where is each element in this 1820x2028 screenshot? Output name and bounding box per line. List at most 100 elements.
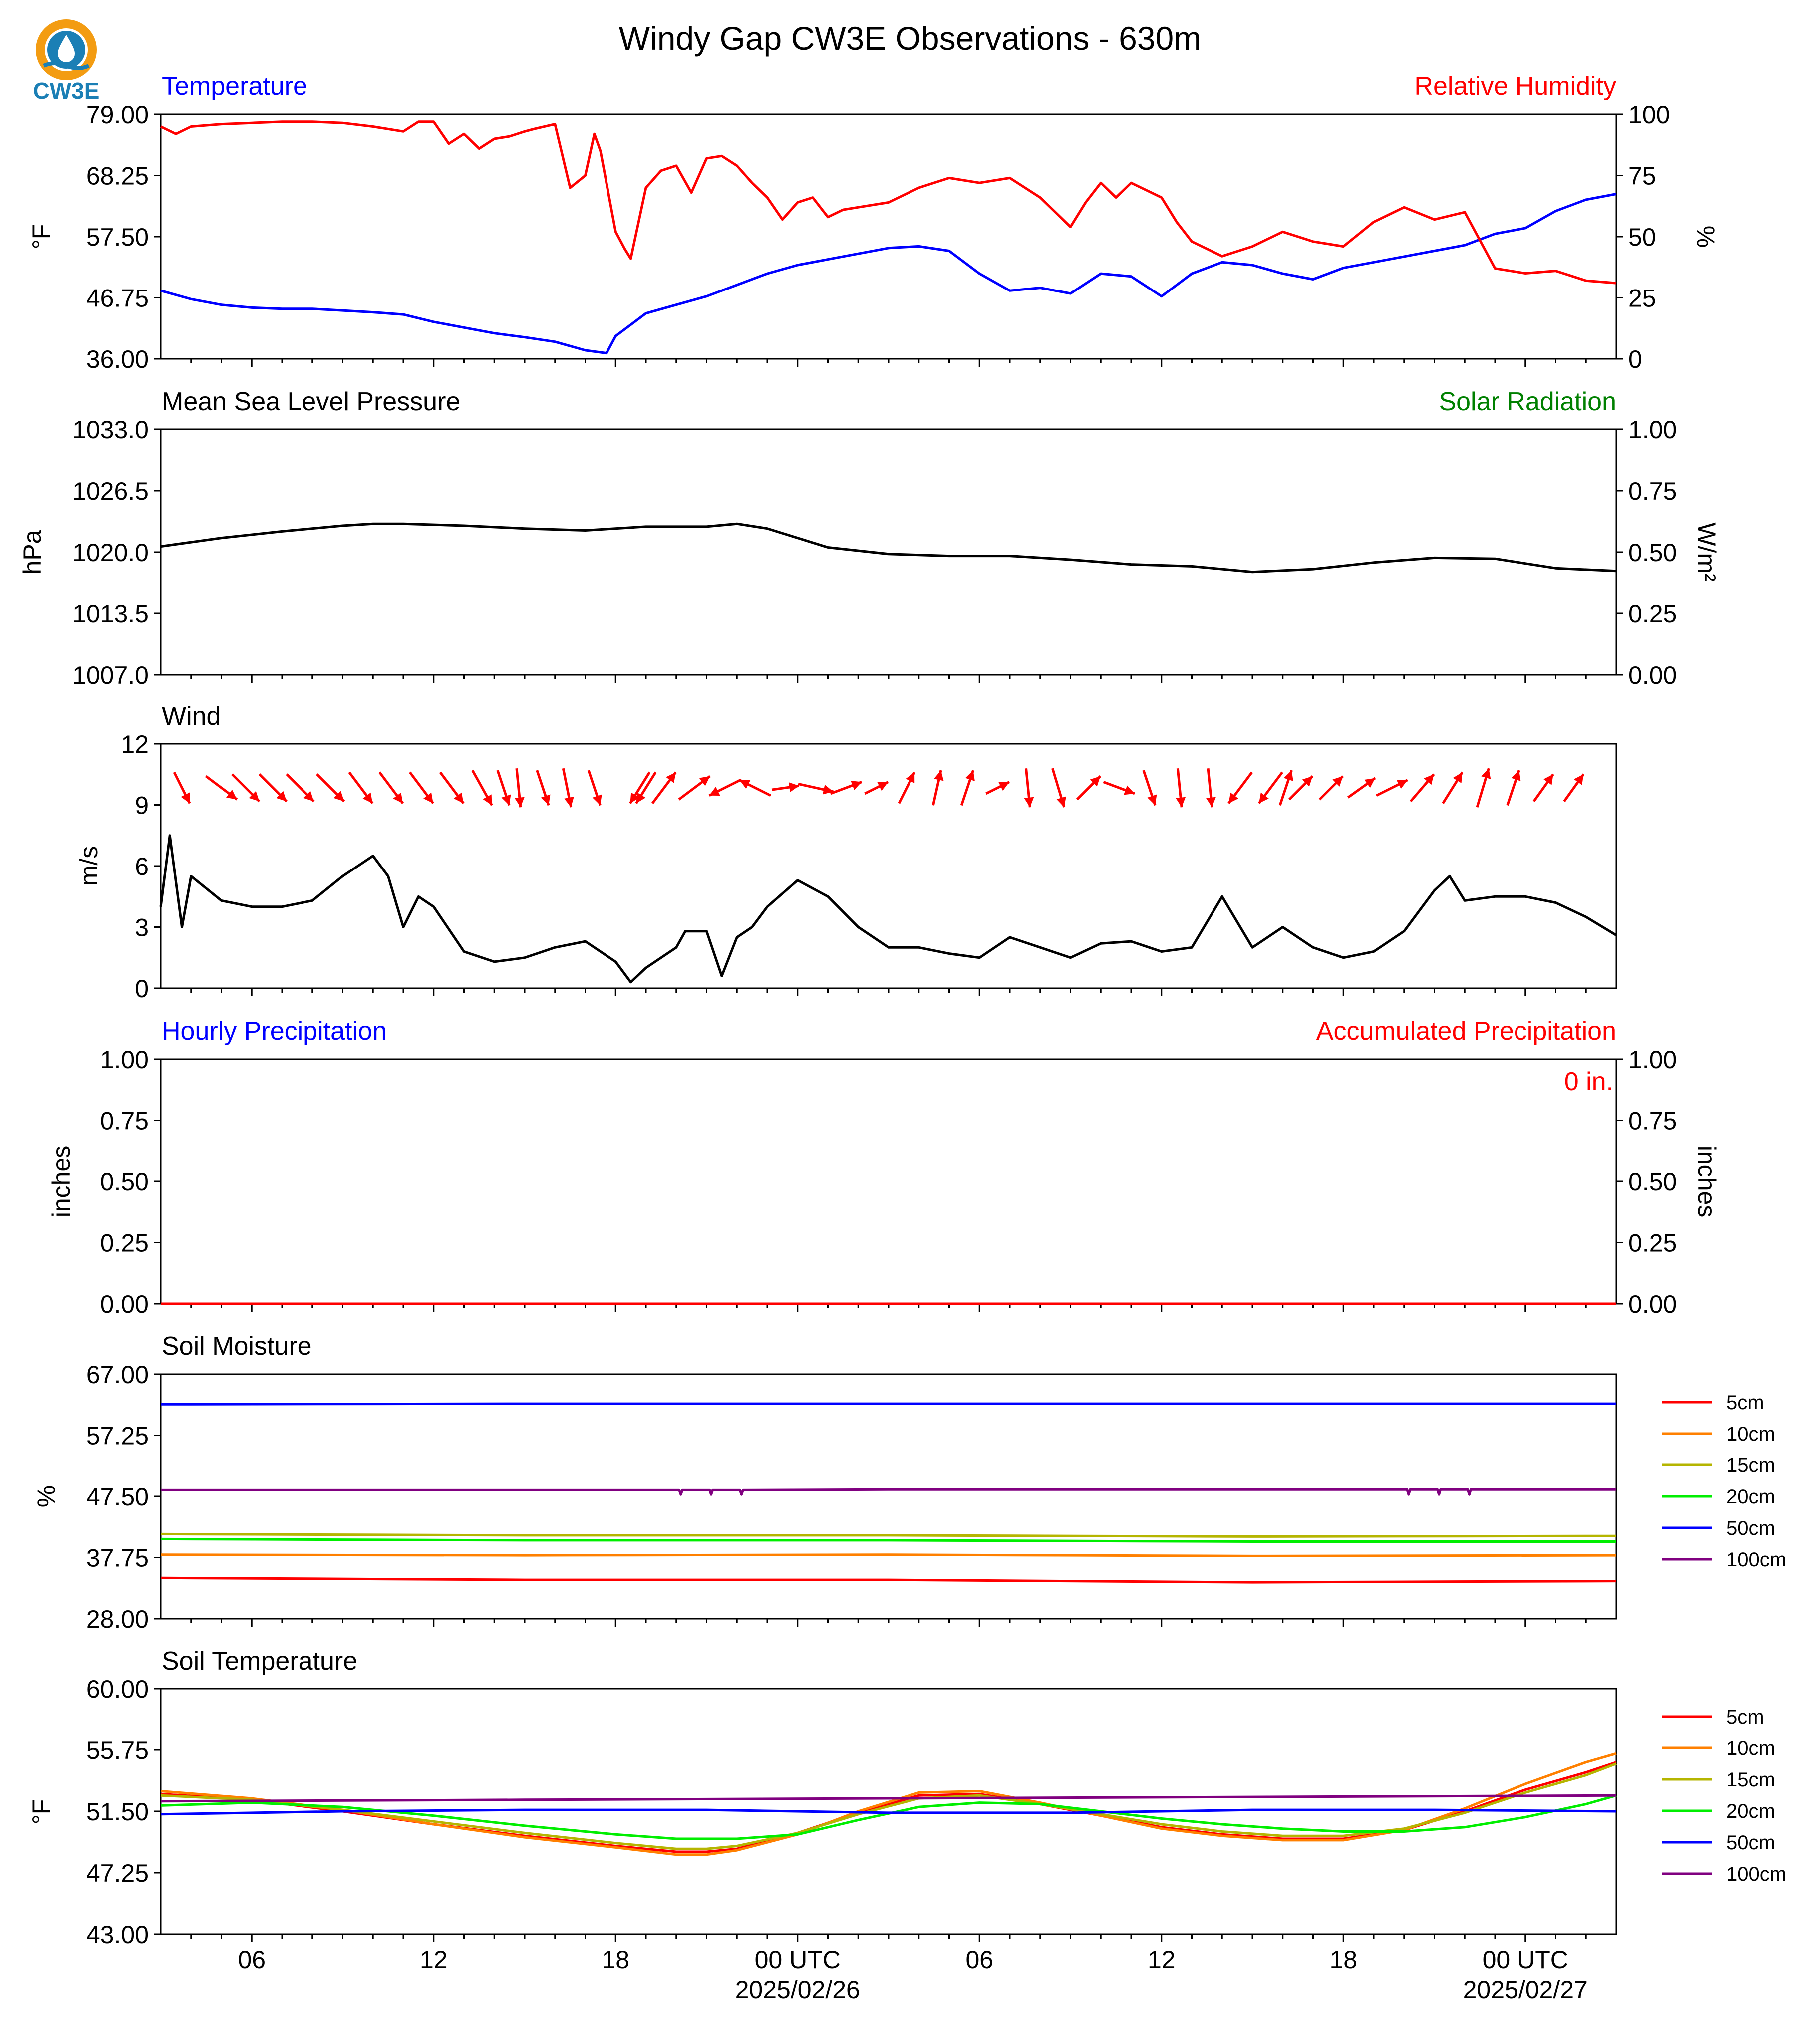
soil-moisture-15cm-line — [160, 1532, 1617, 1538]
wind-wind-speed-line — [159, 834, 1617, 984]
legend-layer: 5cm 10cm 15cm 20cm 50cm 100cm 5cm 10cm 15cm 20cm 5… — [1662, 1392, 1786, 1885]
wind-ytick-label-left: 0 — [135, 975, 149, 1003]
wind-arrow-head — [1453, 772, 1463, 783]
soil-temp-15cm-line — [160, 1762, 1617, 1850]
logo-sun-ring — [36, 19, 97, 80]
accum-precip-value: 0 in. — [1564, 1067, 1613, 1096]
temperature-ytick-label-right: 100 — [1628, 101, 1670, 129]
wind-arrow-head — [303, 791, 314, 802]
series-layer — [159, 120, 1617, 1856]
wind-arrow — [471, 769, 493, 806]
accum-precip-title: Accumulated Precipitation — [1316, 1017, 1616, 1046]
wind-ytick-label-left: 9 — [135, 792, 149, 820]
wind-arrow — [830, 781, 863, 795]
wind-ytick-label-left: 3 — [135, 914, 149, 942]
soil_moisture-legend-label: 50cm — [1726, 1517, 1775, 1539]
soil_temp-ytick-label-left: 55.75 — [86, 1737, 149, 1764]
humidity-title: Relative Humidity — [1414, 72, 1616, 101]
wind-arrow-head — [1024, 797, 1034, 808]
wind-arrow — [1227, 771, 1253, 804]
wind-arrow — [1442, 771, 1464, 804]
temperature-ytick-label-left: 36.00 — [86, 345, 149, 373]
wind-arrow — [1278, 770, 1293, 806]
wind-arrow — [1024, 768, 1034, 808]
wind-arrow-head — [483, 794, 492, 806]
temperature-ylabel: °F — [27, 224, 55, 250]
soil-moisture-10cm-line — [160, 1553, 1617, 1557]
soil_temp-ytick-label-left: 60.00 — [86, 1675, 149, 1703]
wind-arrow-head — [181, 792, 190, 804]
wind-arrow — [348, 771, 374, 804]
wind-arrow — [864, 781, 889, 795]
pressure-ytick-label-right: 0.50 — [1628, 539, 1677, 567]
precip-ytick-label-right: 0.00 — [1628, 1290, 1677, 1318]
logo-text: CW3E — [33, 78, 100, 104]
wind-arrow-head — [1056, 796, 1066, 808]
wind-arrow — [1318, 775, 1344, 801]
soil_moisture-ytick-label-left: 47.50 — [86, 1483, 149, 1511]
pressure-ytick-label-left: 1007.0 — [72, 661, 149, 689]
wind-arrow — [258, 773, 288, 803]
wind-arrow — [1347, 777, 1376, 799]
wind-arrow-head — [423, 792, 433, 804]
soil_temp-legend-label: 15cm — [1726, 1769, 1775, 1791]
wind-arrow — [536, 770, 551, 806]
wind-arrow-head — [226, 789, 237, 800]
soil_temp-legend-label: 50cm — [1726, 1832, 1775, 1854]
soil_moisture-ytick-label-left: 57.25 — [86, 1422, 149, 1450]
soil-moisture-title: Soil Moisture — [162, 1332, 312, 1361]
wind-arrow-head — [1481, 768, 1491, 779]
wind-arrow — [651, 771, 677, 804]
wind-arrow-head — [1396, 780, 1408, 789]
x-tick-label: 00 UTC — [1483, 1946, 1568, 1974]
wind-arrow-head — [541, 794, 551, 806]
wind-arrow-head — [851, 781, 862, 790]
soil-moisture-20cm-line — [160, 1537, 1616, 1543]
wind-arrow — [231, 773, 261, 803]
wind-arrow — [960, 770, 975, 806]
wind-arrow — [1103, 781, 1135, 795]
wind-arrow-head — [998, 782, 1010, 791]
temperature-title: Temperature — [162, 72, 307, 101]
ticks-layer: 79.00 68.25 57.50 46.75 36.00 100 75 50 25 0 1033.… — [72, 101, 1677, 2004]
wind-arrow-head — [1332, 776, 1343, 787]
temperature-ytick-label-left: 46.75 — [86, 285, 149, 312]
wind-arrow — [985, 781, 1010, 795]
wind-arrow — [1376, 779, 1408, 797]
wind-arrow-head — [1302, 776, 1313, 787]
pressure-ytick-label-right: 1.00 — [1628, 416, 1677, 444]
wind-arrow-head — [1511, 770, 1521, 781]
wind-arrow — [1051, 768, 1066, 808]
wind-arrow — [1563, 773, 1585, 802]
wind-arrow-head — [636, 792, 646, 804]
soil_temp-ytick-label-left: 43.00 — [86, 1921, 149, 1949]
wind-arrow-head — [1259, 792, 1269, 804]
precip-ytick-label-right: 0.75 — [1628, 1107, 1677, 1135]
wind-arrow — [286, 773, 315, 803]
wind-arrow-head — [564, 797, 574, 808]
precip-frame — [160, 1058, 1617, 1305]
soil-moisture-100cm-line — [161, 1488, 1616, 1496]
pressure-ylabel: hPa — [18, 530, 46, 574]
wind-arrow-head — [739, 780, 751, 789]
wind-arrow-head — [877, 782, 889, 791]
wind-arrow — [562, 768, 574, 808]
wind-arrow — [629, 771, 651, 804]
logo-drop-icon — [58, 35, 75, 62]
precip-ytick-label-left: 0.50 — [100, 1168, 149, 1196]
wind-arrow — [587, 770, 602, 806]
wind-arrow-head — [699, 776, 710, 786]
solar-ylabel: W/m² — [1693, 522, 1721, 581]
soil_temp-legend-label: 100cm — [1726, 1863, 1786, 1885]
precip-ytick-label-right: 0.50 — [1628, 1168, 1677, 1196]
wind-arrow-head — [592, 794, 602, 806]
precip-ylabel: inches — [47, 1146, 75, 1218]
soil-temp-20cm-line — [160, 1794, 1617, 1840]
pressure-title: Mean Sea Level Pressure — [162, 387, 460, 416]
wind-arrow-head — [1090, 776, 1101, 787]
wind-arrow — [635, 771, 657, 804]
wind-ytick-label-left: 12 — [121, 730, 149, 758]
soil_moisture-ytick-label-left: 67.00 — [86, 1361, 149, 1389]
wind-arrow — [798, 782, 834, 795]
soil_temp-legend-label: 5cm — [1726, 1706, 1764, 1728]
